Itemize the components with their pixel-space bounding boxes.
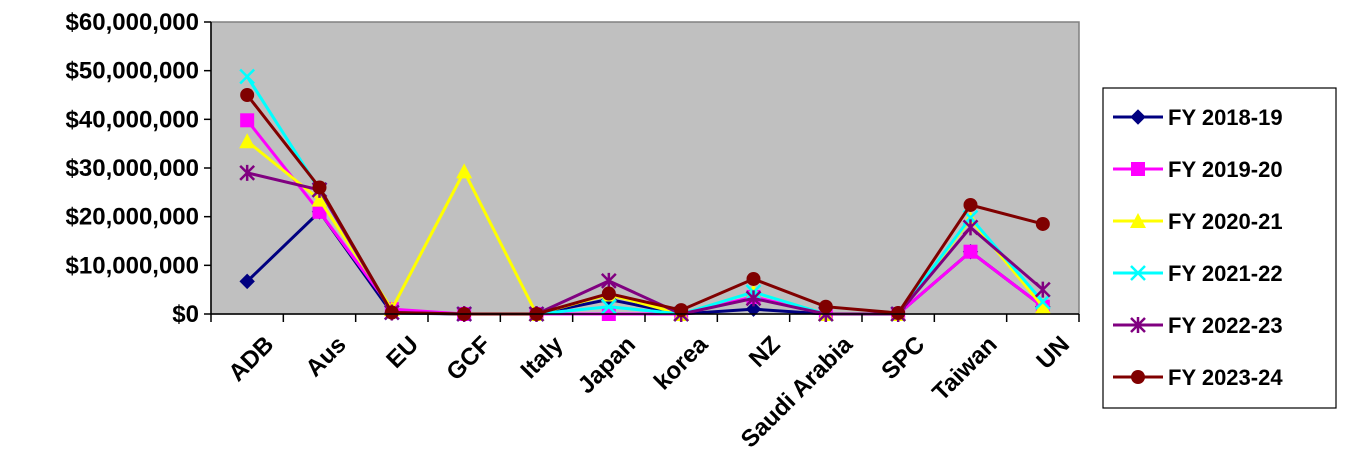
data-point	[963, 197, 978, 212]
data-point	[818, 299, 833, 314]
series-line	[245, 94, 1044, 316]
legend-label: FY 2022-23	[1168, 313, 1283, 338]
data-point	[1131, 162, 1145, 176]
x-tick-label: korea	[649, 331, 714, 396]
legend-item: FY 2022-23	[1113, 313, 1283, 338]
y-tick-label: $0	[172, 301, 199, 328]
data-point	[239, 164, 256, 181]
x-tick-label: GCF	[441, 331, 496, 386]
legend-label: FY 2018-19	[1168, 105, 1283, 130]
data-point	[1034, 293, 1051, 310]
data-point	[962, 219, 979, 236]
legend-item: FY 2023-24	[1113, 365, 1283, 390]
legend-box	[1102, 87, 1337, 409]
y-tick-label: $20,000,000	[66, 204, 199, 231]
data-point	[674, 303, 689, 318]
data-point	[311, 191, 328, 207]
x-tick-label: Japan	[573, 331, 641, 399]
y-tick-label: $40,000,000	[66, 106, 199, 133]
legend-label: FY 2023-24	[1168, 365, 1283, 390]
legend-item: FY 2018-19	[1113, 105, 1283, 130]
data-point	[600, 298, 617, 315]
x-tick-label: Taiwan	[927, 331, 1002, 406]
x-tick-label: Italy	[516, 331, 570, 385]
x-tick-label: UN	[1031, 331, 1075, 375]
data-point	[963, 244, 978, 259]
data-point	[239, 133, 256, 149]
y-tick-label: $50,000,000	[66, 58, 199, 85]
data-point	[312, 204, 327, 219]
x-tick-label: EU	[381, 331, 424, 374]
data-point	[746, 271, 761, 286]
x-tick-label: NZ	[744, 331, 786, 373]
data-point	[240, 113, 255, 128]
data-point	[1034, 281, 1051, 298]
data-point	[600, 272, 617, 289]
data-point	[601, 286, 616, 301]
data-point	[891, 306, 906, 321]
data-point	[239, 68, 256, 85]
x-tick-label: ADB	[223, 331, 279, 387]
legend-label: FY 2020-21	[1168, 209, 1283, 234]
data-point	[1131, 370, 1145, 384]
y-tick-label: $10,000,000	[66, 252, 199, 279]
data-point	[312, 180, 327, 195]
data-point	[745, 290, 762, 307]
data-point	[1034, 298, 1051, 314]
data-point	[1130, 265, 1146, 281]
legend: FY 2018-19 FY 2019-20 FY 2020-21 FY 2021-22…	[1102, 87, 1337, 409]
legend-item: FY 2019-20	[1113, 157, 1283, 182]
y-tick-label: $60,000,000	[66, 9, 199, 36]
data-point	[1130, 317, 1146, 333]
series-6	[240, 88, 1050, 321]
data-point	[384, 305, 399, 320]
legend-label: FY 2021-22	[1168, 261, 1283, 286]
data-point	[456, 163, 473, 179]
legend-item: FY 2021-22	[1113, 261, 1283, 286]
data-point	[745, 301, 762, 317]
legend-item: FY 2020-21	[1113, 209, 1283, 234]
y-tick-label: $30,000,000	[66, 155, 199, 182]
x-tick-label: Aus	[300, 331, 351, 382]
x-tick-label: SPC	[876, 331, 930, 385]
data-point	[1130, 109, 1146, 125]
data-point	[1130, 213, 1146, 228]
data-point	[1035, 216, 1050, 231]
data-point	[239, 273, 255, 290]
y-axis-ticks: $0 $10,000,000 $20,000,000 $30,000,000 $40,0…	[66, 9, 211, 328]
legend-label: FY 2019-20	[1168, 157, 1283, 182]
data-point	[240, 88, 255, 102]
